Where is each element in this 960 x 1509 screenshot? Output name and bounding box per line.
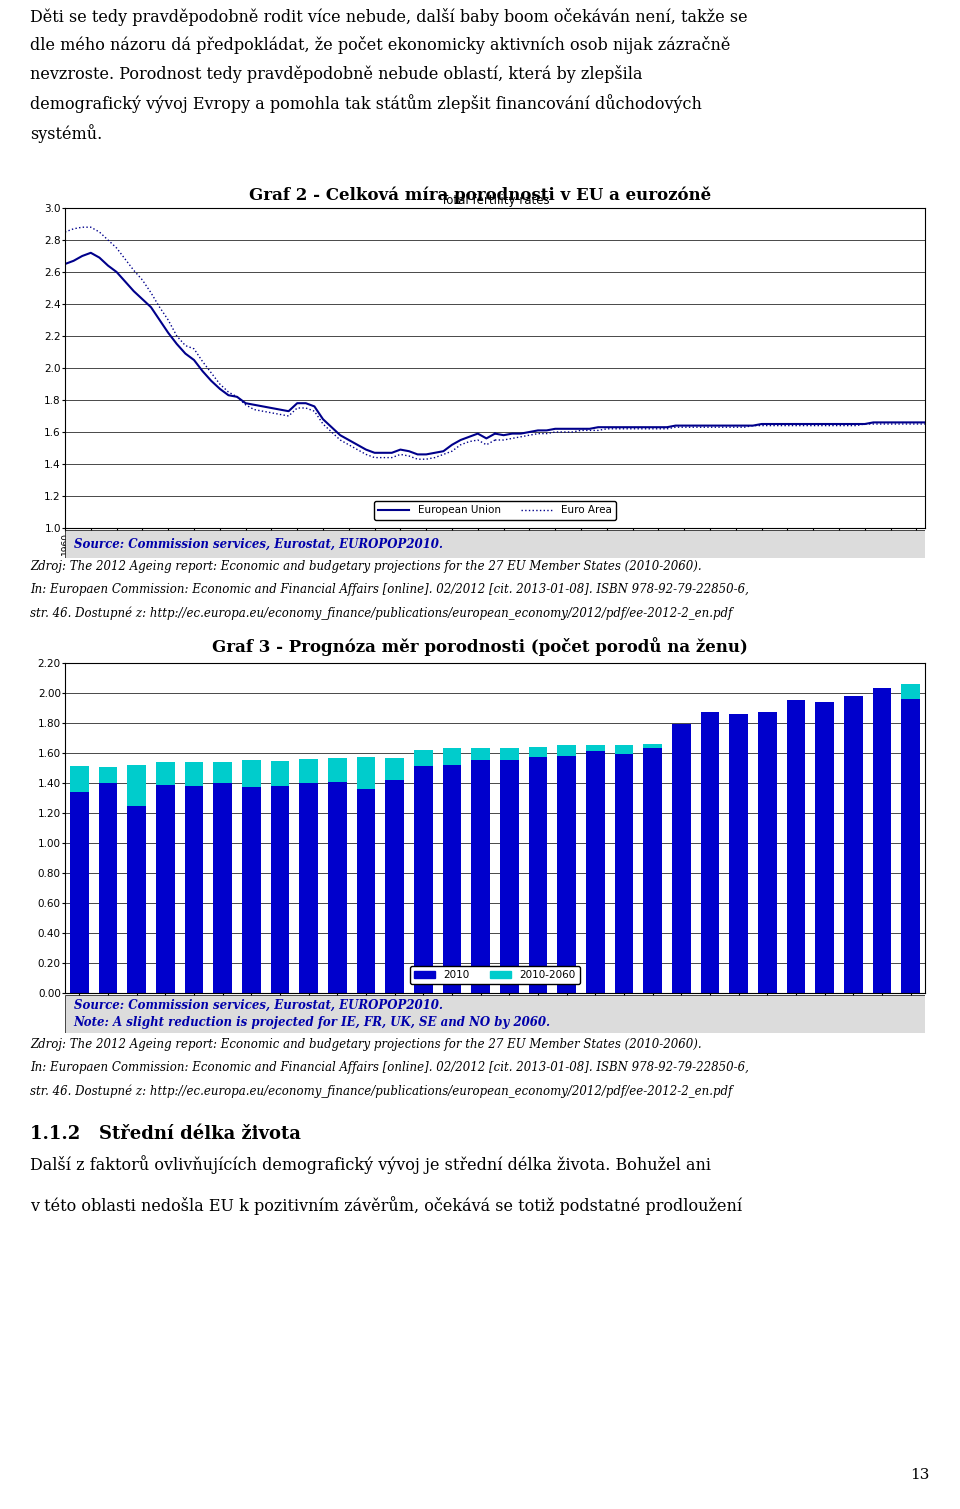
Bar [672,724,690,993]
Bar [901,684,920,699]
Bar [328,758,347,782]
Bar [614,745,634,754]
Bar [815,702,834,993]
Bar [271,761,289,786]
Text: str. 46. Dostupné z: http://ec.europa.eu/economy_finance/publications/european_e: str. 46. Dostupné z: http://ec.europa.eu… [30,1085,732,1097]
Legend: European Union, Euro Area: European Union, Euro Area [373,501,616,519]
Bar [414,750,433,767]
Bar [357,758,375,789]
Bar [156,785,175,993]
Bar [128,806,146,993]
Bar [242,761,261,788]
Bar [500,761,518,993]
Bar [643,744,662,748]
Text: Graf 3 - Prognóza měr porodnosti (počet porodů na ženu): Graf 3 - Prognóza měr porodnosti (počet … [212,637,748,656]
Bar [414,767,433,993]
Bar [500,748,518,761]
Bar [99,783,117,993]
Bar [529,758,547,993]
Bar [786,700,805,993]
Text: Source: Commission services, Eurostat, EUROPOP2010.: Source: Commission services, Eurostat, E… [74,537,443,551]
Bar [471,748,490,761]
Bar [385,758,404,780]
Bar [730,714,748,993]
Bar [701,712,719,993]
Bar [156,762,175,785]
Text: Děti se tedy pravděpodobně rodit více nebude, další baby boom očekáván není, tak: Děti se tedy pravděpodobně rodit více ne… [30,8,748,143]
Bar [242,788,261,993]
Bar [99,767,117,783]
FancyBboxPatch shape [65,530,925,558]
Bar [586,751,605,993]
Legend: 2010, 2010-2060: 2010, 2010-2060 [410,966,580,984]
Bar [300,783,318,993]
Bar [558,756,576,993]
Bar [70,792,88,993]
Bar [643,748,662,993]
Bar [443,748,462,765]
Text: v této oblasti nedošla EU k pozitivním závěrům, očekává se totiž podstatné prodl: v této oblasti nedošla EU k pozitivním z… [30,1197,742,1215]
Bar [758,712,777,993]
Bar [184,762,204,786]
Bar [586,745,605,751]
Bar [271,786,289,993]
Bar [128,765,146,806]
Text: In: Europaen Commission: Economic and Financial Affairs [online]. 02/2012 [cit. : In: Europaen Commission: Economic and Fi… [30,582,749,596]
Bar [300,759,318,783]
Bar [213,762,232,783]
Bar [529,747,547,758]
Bar [385,780,404,993]
Bar [614,754,634,993]
Bar [471,761,490,993]
Bar [844,696,863,993]
Bar [213,783,232,993]
Bar [184,786,204,993]
Text: Graf 2 - Celková míra porodnosti v EU a eurozóně: Graf 2 - Celková míra porodnosti v EU a … [249,186,711,204]
Bar [443,765,462,993]
Text: 1.1.2   Střední délka života: 1.1.2 Střední délka života [30,1126,300,1142]
Bar [873,688,891,993]
Text: str. 46. Dostupné z: http://ec.europa.eu/economy_finance/publications/european_e: str. 46. Dostupné z: http://ec.europa.eu… [30,607,732,620]
Bar [901,699,920,993]
Bar [328,782,347,993]
Text: Note: A slight reduction is projected for IE, FR, UK, SE and NO by 2060.: Note: A slight reduction is projected fo… [74,1016,551,1029]
Text: Zdroj: The 2012 Ageing report: Economic and budgetary projections for the 27 EU : Zdroj: The 2012 Ageing report: Economic … [30,1038,702,1050]
Title: Total fertility rates: Total fertility rates [441,193,549,207]
Bar [70,767,88,792]
Text: Další z faktorů ovlivňujících demografický vývoj je střední délka života. Bohuže: Další z faktorů ovlivňujících demografic… [30,1154,711,1174]
Text: Source: Commission services, Eurostat, EUROPOP2010.: Source: Commission services, Eurostat, E… [74,999,443,1013]
FancyBboxPatch shape [65,994,925,1034]
Text: Zdroj: The 2012 Ageing report: Economic and budgetary projections for the 27 EU : Zdroj: The 2012 Ageing report: Economic … [30,560,702,573]
Bar [558,745,576,756]
Bar [357,789,375,993]
Text: 13: 13 [911,1468,930,1482]
Text: In: Europaen Commission: Economic and Financial Affairs [online]. 02/2012 [cit. : In: Europaen Commission: Economic and Fi… [30,1061,749,1074]
